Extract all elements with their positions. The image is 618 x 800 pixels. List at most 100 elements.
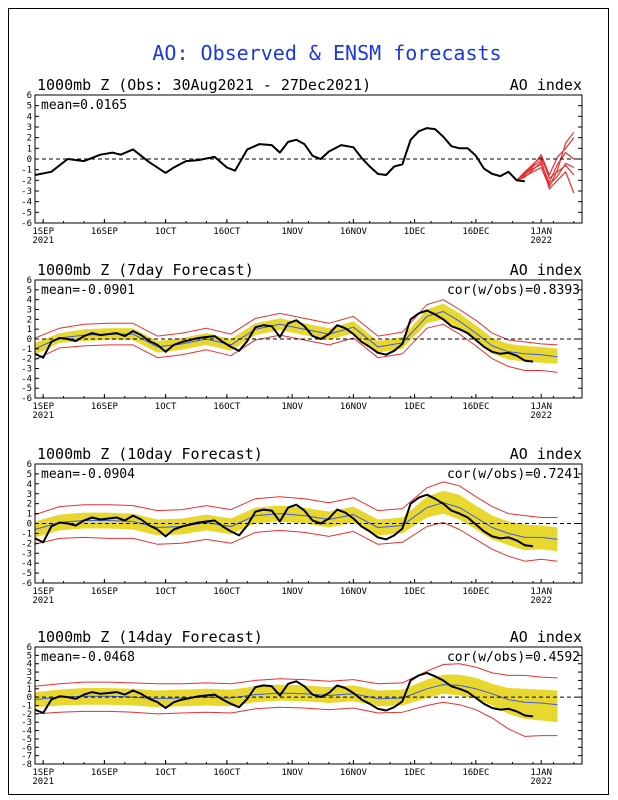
x-tick-year: 2021 [32, 236, 54, 246]
y-tick-label: 6 [27, 643, 32, 653]
y-tick-label: 5 [27, 651, 32, 661]
y-tick-label: -5 [21, 384, 32, 394]
y-tick-label: 2 [27, 315, 32, 325]
observed-ao-line [35, 127, 526, 183]
panel-title: 1000mb Z (Obs: 30Aug2021 - 27Dec2021) [37, 76, 371, 94]
ensemble-spread-band [35, 674, 558, 723]
ensemble-spread-band [35, 490, 558, 552]
correlation-annotation: cor(w/obs)=0.4592 [447, 650, 580, 665]
y-tick-label: 1 [27, 325, 32, 335]
x-tick-label: 16SEP [91, 402, 119, 412]
x-tick-label: 1JAN [530, 227, 552, 237]
panel-right-label: AO index [510, 261, 582, 279]
y-tick-label: 0 [27, 520, 32, 530]
x-tick-label: 16SEP [91, 587, 119, 597]
panel-d14: 1000mb Z (14day Forecast) AO index-8-7-6-… [21, 628, 583, 787]
x-tick-label: 1OCT [155, 587, 177, 597]
observed-ao-line [35, 493, 534, 548]
mean-annotation: mean=-0.0468 [41, 650, 135, 665]
ensemble-min-line [35, 323, 558, 373]
x-tick-label: 1SEP [32, 402, 54, 412]
ensemble-member-line-5 [516, 161, 575, 186]
x-tick-label: 1JAN [530, 768, 552, 778]
correlation-annotation: cor(w/obs)=0.8393 [447, 283, 580, 298]
x-tick-label: 16OCT [213, 768, 241, 778]
y-tick-label: 3 [27, 306, 32, 316]
y-tick-label: 4 [27, 296, 32, 306]
plot-area [35, 481, 558, 562]
x-tick-label: 16DEC [462, 587, 489, 597]
ensemble-member-line-4 [516, 137, 575, 181]
x-tick-label: 1SEP [32, 227, 54, 237]
y-tick-label: -7 [21, 752, 32, 762]
y-tick-label: 0 [27, 335, 32, 345]
x-tick-label: 1JAN [530, 587, 552, 597]
x-tick-label: 1JAN [530, 402, 552, 412]
y-tick-label: -3 [21, 549, 32, 559]
plot-area [35, 663, 558, 737]
y-tick-label: -2 [21, 539, 32, 549]
x-tick-label: 16SEP [91, 227, 119, 237]
x-tick-year: 2021 [32, 596, 54, 606]
x-tick-label: 16OCT [213, 402, 241, 412]
y-tick-label: -2 [21, 710, 32, 720]
x-tick-label: 1DEC [404, 587, 426, 597]
y-tick-label: 1 [27, 144, 32, 154]
y-tick-label: -6 [21, 743, 32, 753]
panel-d10: 1000mb Z (10day Forecast) AO index-6-5-4-… [21, 445, 583, 606]
y-tick-label: 2 [27, 134, 32, 144]
y-tick-label: 4 [27, 112, 32, 122]
x-tick-label: 16SEP [91, 768, 119, 778]
observed-ao-line [35, 309, 534, 363]
y-tick-label: 6 [27, 460, 32, 470]
panel-title: 1000mb Z (14day Forecast) [37, 628, 263, 646]
x-tick-label: 1NOV [281, 587, 303, 597]
ensemble-max-line [35, 299, 558, 346]
y-tick-label: -6 [21, 219, 32, 229]
y-tick-label: -4 [21, 374, 32, 384]
ensemble-min-line [35, 701, 558, 737]
y-tick-label: 1 [27, 510, 32, 520]
y-tick-label: -1 [21, 166, 32, 176]
panel-title: 1000mb Z (10day Forecast) [37, 445, 263, 463]
figure-frame [8, 8, 609, 795]
y-tick-label: 5 [27, 286, 32, 296]
x-tick-label: 1DEC [404, 227, 426, 237]
x-tick-label: 16DEC [462, 402, 489, 412]
x-tick-label: 1DEC [404, 402, 426, 412]
y-tick-label: -8 [21, 760, 32, 770]
panel-right-label: AO index [510, 76, 582, 94]
y-tick-label: 3 [27, 123, 32, 133]
y-tick-label: 4 [27, 480, 32, 490]
y-tick-label: -5 [21, 569, 32, 579]
y-tick-label: -1 [21, 529, 32, 539]
x-tick-label: 1NOV [281, 402, 303, 412]
x-tick-label: 1NOV [281, 768, 303, 778]
x-tick-label: 16DEC [462, 227, 489, 237]
y-tick-label: 2 [27, 676, 32, 686]
y-tick-label: -4 [21, 727, 32, 737]
panel-title: 1000mb Z (7day Forecast) [37, 261, 254, 279]
mean-annotation: mean=-0.0901 [41, 283, 135, 298]
x-tick-label: 1OCT [155, 227, 177, 237]
x-tick-label: 16OCT [213, 227, 241, 237]
y-tick-label: 6 [27, 276, 32, 286]
y-tick-label: -2 [21, 355, 32, 365]
y-tick-label: 3 [27, 668, 32, 678]
x-tick-year: 2022 [530, 411, 552, 421]
panels-group: 1000mb Z (Obs: 30Aug2021 - 27Dec2021) AO … [21, 76, 583, 787]
panel-obs: 1000mb Z (Obs: 30Aug2021 - 27Dec2021) AO … [21, 76, 583, 246]
y-tick-label: 6 [27, 91, 32, 101]
x-tick-label: 1DEC [404, 768, 426, 778]
x-tick-label: 16DEC [462, 768, 489, 778]
x-tick-label: 1OCT [155, 402, 177, 412]
x-tick-label: 16NOV [340, 587, 368, 597]
ensemble-min-line [35, 522, 558, 562]
y-tick-label: -2 [21, 176, 32, 186]
panel-d7: 1000mb Z (7day Forecast) AO index -6-5-4-3… [21, 261, 583, 421]
ensemble-spread-band [35, 303, 558, 364]
y-tick-label: 0 [27, 693, 32, 703]
y-tick-label: -4 [21, 559, 32, 569]
y-tick-label: -6 [21, 579, 32, 589]
x-tick-label: 1NOV [281, 227, 303, 237]
